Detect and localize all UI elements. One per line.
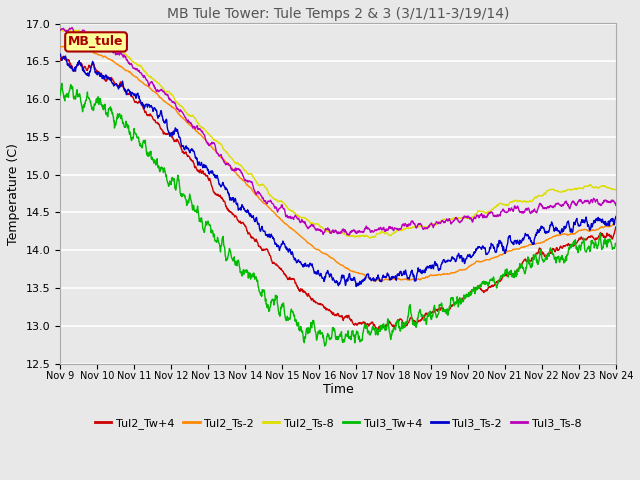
Tul2_Tw+4 [122,90,130,96]
Tul2_Ts-8 [303,217,311,223]
Tul2_Tw+4 [99,75,107,81]
Tul2_Tw+4 [374,327,382,333]
Tul3_Ts-8 [292,214,300,220]
Tul3_Ts-8 [314,227,321,232]
Y-axis label: Temperature (C): Temperature (C) [7,143,20,244]
Text: MB_tule: MB_tule [68,36,124,48]
Tul3_Ts-2 [56,51,64,57]
Tul3_Tw+4 [292,317,300,323]
Tul3_Ts-8 [304,225,312,231]
Tul3_Tw+4 [321,343,328,349]
Tul3_Ts-8 [68,25,76,31]
Tul3_Ts-2 [304,263,312,268]
Tul3_Ts-2 [292,259,300,264]
Tul2_Ts-2 [371,278,379,284]
Line: Tul2_Tw+4: Tul2_Tw+4 [60,57,616,330]
Tul2_Tw+4 [372,325,380,331]
Line: Tul3_Tw+4: Tul3_Tw+4 [60,84,616,346]
Title: MB Tule Tower: Tule Temps 2 & 3 (3/1/11-3/19/14): MB Tule Tower: Tule Temps 2 & 3 (3/1/11-… [166,7,509,21]
Tul2_Tw+4 [612,224,620,230]
Tul3_Ts-8 [612,203,620,208]
Tul2_Tw+4 [59,54,67,60]
Tul3_Tw+4 [99,107,107,113]
Tul3_Tw+4 [612,241,620,247]
Tul2_Ts-8 [122,52,129,58]
Tul3_Tw+4 [304,331,312,336]
Tul2_Ts-2 [373,277,381,283]
Tul3_Ts-2 [56,51,64,57]
Tul3_Ts-8 [344,232,352,238]
Tul2_Tw+4 [292,282,300,288]
Tul3_Tw+4 [58,81,66,86]
Line: Tul2_Ts-8: Tul2_Ts-8 [60,29,616,238]
Tul3_Tw+4 [373,325,381,331]
Tul3_Tw+4 [314,332,321,338]
Tul2_Ts-2 [612,220,620,226]
Tul3_Ts-8 [56,27,64,33]
Tul3_Ts-8 [99,44,107,50]
Tul3_Ts-8 [122,55,130,61]
Tul3_Ts-2 [612,214,620,219]
Tul2_Ts-8 [372,231,380,237]
Tul2_Ts-8 [292,212,300,217]
X-axis label: Time: Time [323,383,353,396]
Tul2_Ts-2 [122,68,130,73]
Tul2_Ts-2 [56,44,64,49]
Tul2_Tw+4 [304,293,312,299]
Tul2_Ts-8 [314,221,321,227]
Tul3_Ts-8 [373,227,381,232]
Tul3_Tw+4 [122,119,130,124]
Line: Tul3_Ts-2: Tul3_Ts-2 [60,54,616,287]
Legend: Tul2_Tw+4, Tul2_Ts-2, Tul2_Ts-8, Tul3_Tw+4, Tul3_Ts-2, Tul3_Ts-8: Tul2_Tw+4, Tul2_Ts-2, Tul2_Ts-8, Tul3_Tw… [90,413,586,433]
Tul2_Ts-2 [62,43,70,49]
Line: Tul2_Ts-2: Tul2_Ts-2 [60,46,616,281]
Tul2_Ts-2 [314,247,321,252]
Tul2_Ts-2 [99,54,107,60]
Tul3_Ts-2 [122,88,130,94]
Line: Tul3_Ts-8: Tul3_Ts-8 [60,28,616,235]
Tul2_Ts-8 [367,235,374,241]
Tul3_Ts-2 [314,269,321,275]
Tul2_Ts-8 [56,26,64,32]
Tul3_Ts-2 [373,276,381,282]
Tul3_Ts-2 [353,284,360,289]
Tul2_Ts-8 [99,40,107,46]
Tul2_Tw+4 [314,300,321,306]
Tul2_Tw+4 [56,58,64,63]
Tul2_Ts-2 [292,229,300,235]
Tul2_Ts-2 [304,240,312,245]
Tul3_Tw+4 [56,93,64,98]
Tul2_Ts-8 [612,187,620,193]
Tul3_Ts-2 [99,74,107,80]
